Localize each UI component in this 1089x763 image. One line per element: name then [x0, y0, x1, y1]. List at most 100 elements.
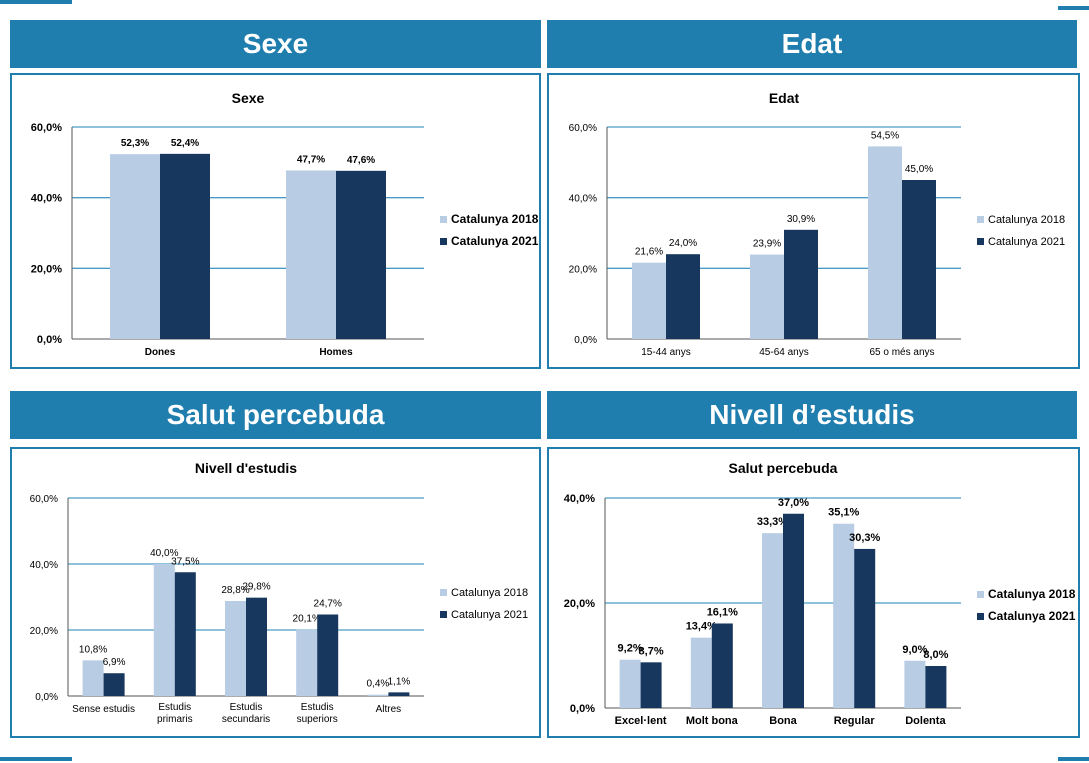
- bar-catalunya-2021-homes: [336, 170, 386, 339]
- chart-title: Edat: [769, 90, 800, 106]
- legend-swatch-catalunya-2018: [440, 216, 447, 223]
- legend-label: Catalunya 2021: [451, 234, 539, 248]
- legend-label: Catalunya 2018: [451, 212, 539, 226]
- data-label: 13,4%: [686, 621, 717, 633]
- data-label: 37,0%: [778, 497, 809, 509]
- chart-edat: Edat 0,0% 20,0% 40,0% 60,0% 21,6% 24,0% 15-44 a…: [569, 90, 1065, 358]
- bar-catalunya-2021-estudis-secundaris: [246, 597, 267, 696]
- y-tick-label: 60,0%: [569, 123, 597, 134]
- y-tick-label: 20,0%: [31, 263, 62, 275]
- legend-label: Catalunya 2018: [451, 587, 528, 599]
- bar-catalunya-2021-molt-bona: [711, 623, 733, 708]
- bar-catalunya-2018-sense-estudis: [82, 660, 104, 696]
- chart-panel-salut-percebuda: Salut percebuda 0,0% 20,0% 40,0% 9,2% 8,7% Exc…: [547, 447, 1080, 738]
- chart-salut-percebuda: Salut percebuda 0,0% 20,0% 40,0% 9,2%8,7% Exc…: [564, 460, 1076, 727]
- data-label: 0,4%: [367, 679, 390, 690]
- data-label: 24,7%: [314, 598, 342, 609]
- chart-nivell-estudis: Nivell d'estudis 0,0% 20,0% 40,0% 60,0% 10,8%…: [30, 460, 528, 725]
- y-tick-label: 0,0%: [37, 334, 62, 346]
- y-tick-label: 40,0%: [564, 493, 595, 505]
- bar-catalunya-2018-bona: [762, 533, 783, 708]
- bar-catalunya-2018-65-o-m-s-anys: [868, 146, 902, 339]
- corner-strip-top-right: [1058, 6, 1089, 10]
- legend-swatch-catalunya-2018: [977, 216, 984, 223]
- legend-swatch-catalunya-2021: [440, 238, 447, 245]
- data-label: 30,9%: [787, 214, 815, 225]
- legend-label: Catalunya 2021: [451, 609, 528, 621]
- bar-catalunya-2018-regular: [833, 523, 855, 708]
- bar-catalunya-2021-sense-estudis: [103, 673, 125, 696]
- bar-catalunya-2018-estudis-secundaris: [225, 600, 246, 696]
- data-label: 35,1%: [828, 507, 859, 519]
- x-tick-label: Homes: [319, 347, 353, 358]
- x-tick-label: Estudis: [230, 702, 263, 713]
- x-tick-label: Dones: [145, 347, 176, 358]
- data-label: 9,0%: [902, 644, 927, 656]
- bar-catalunya-2021-regular: [854, 548, 876, 708]
- bar-catalunya-2021-dolenta: [925, 666, 947, 708]
- corner-strip-top-left: [0, 0, 72, 4]
- bar-catalunya-2021-dones: [160, 153, 210, 339]
- corner-strip-bottom-right: [1058, 757, 1089, 761]
- x-tick-label: Molt bona: [686, 715, 739, 727]
- legend-swatch-catalunya-2018: [440, 589, 447, 596]
- data-label: 24,0%: [669, 238, 697, 249]
- chart-panel-sexe: Sexe 0,0% 20,0% 40,0% 60,0% 52,3% 52,4% Dones 47…: [10, 73, 541, 369]
- bar-catalunya-2018-15-44-anys: [632, 262, 666, 339]
- corner-strip-bottom-left: [0, 757, 72, 761]
- legend-swatch-catalunya-2021: [440, 611, 447, 618]
- bar-catalunya-2021-15-44-anys: [666, 254, 700, 339]
- chart-title: Salut percebuda: [729, 460, 838, 476]
- bar-catalunya-2018-excel-lent: [619, 659, 641, 708]
- legend-swatch-catalunya-2021: [977, 613, 984, 620]
- legend-label: Catalunya 2018: [988, 214, 1065, 226]
- x-tick-label-line2: secundaris: [222, 714, 270, 725]
- x-tick-label-line2: superiors: [297, 714, 338, 725]
- bar-catalunya-2021-estudis-superiors: [317, 614, 339, 696]
- y-tick-label: 40,0%: [569, 194, 597, 205]
- x-tick-label-line2: primaris: [157, 714, 193, 725]
- legend-label: Catalunya 2021: [988, 236, 1065, 248]
- data-label: 20,1%: [293, 614, 321, 625]
- chart-title: Nivell d'estudis: [195, 460, 297, 476]
- data-label: 40,0%: [150, 548, 178, 559]
- y-tick-label: 0,0%: [35, 692, 58, 703]
- section-header-nivell-estudis: Nivell d’estudis: [547, 391, 1077, 439]
- y-tick-label: 20,0%: [564, 598, 595, 610]
- data-label: 47,7%: [297, 154, 325, 165]
- x-tick-label: Regular: [834, 715, 876, 727]
- data-label: 29,8%: [242, 582, 270, 593]
- y-tick-label: 40,0%: [31, 193, 62, 205]
- data-label: 30,3%: [849, 532, 880, 544]
- data-label: 6,9%: [103, 657, 126, 668]
- bar-catalunya-2021-65-o-m-s-anys: [902, 180, 936, 339]
- y-tick-label: 60,0%: [31, 122, 62, 134]
- x-tick-label: Dolenta: [905, 715, 946, 727]
- data-label: 9,2%: [618, 643, 643, 655]
- legend-label: Catalunya 2021: [988, 609, 1076, 623]
- x-tick-label: Bona: [769, 715, 797, 727]
- data-label: 16,1%: [707, 606, 738, 618]
- x-tick-label: 65 o més anys: [869, 347, 934, 358]
- bar-catalunya-2018-estudis-superiors: [296, 629, 318, 696]
- x-tick-label: Estudis: [301, 702, 334, 713]
- x-tick-label: Estudis: [158, 702, 191, 713]
- y-tick-label: 20,0%: [569, 264, 597, 275]
- data-label: 47,6%: [347, 155, 375, 166]
- bar-catalunya-2018-dones: [110, 154, 160, 339]
- bar-catalunya-2018-molt-bona: [690, 637, 712, 708]
- x-tick-label: Sense estudis: [72, 704, 135, 715]
- data-label: 52,4%: [171, 138, 199, 149]
- section-header-edat: Edat: [547, 20, 1077, 68]
- data-label: 52,3%: [121, 138, 149, 149]
- x-tick-label: Altres: [376, 704, 402, 715]
- bar-catalunya-2018-dolenta: [904, 660, 926, 708]
- data-label: 54,5%: [871, 130, 899, 141]
- section-header-salut-percebuda: Salut percebuda: [10, 391, 541, 439]
- bar-catalunya-2018-homes: [286, 170, 336, 339]
- y-tick-label: 60,0%: [30, 494, 58, 505]
- chart-panel-nivell-estudis: Nivell d'estudis 0,0% 20,0% 40,0% 60,0% 10,8%…: [10, 447, 541, 738]
- bar-catalunya-2021-altres: [388, 692, 410, 696]
- y-tick-label: 40,0%: [30, 560, 58, 571]
- bar-catalunya-2021-bona: [783, 513, 804, 708]
